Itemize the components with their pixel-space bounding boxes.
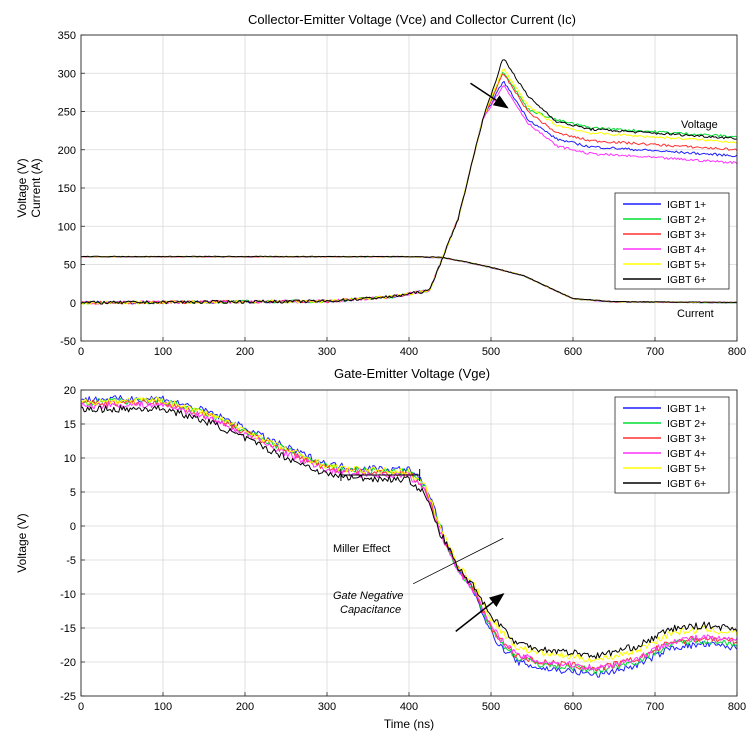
legend-label: IGBT 5+ bbox=[667, 463, 706, 475]
annotation-capacitance: Capacitance bbox=[340, 604, 401, 616]
legend-label: IGBT 6+ bbox=[667, 274, 706, 286]
legend-box bbox=[614, 396, 730, 494]
y-axis-label-bottom: Voltage (V) bbox=[15, 513, 29, 572]
current-trace bbox=[80, 255, 738, 304]
y-tick-label: -10 bbox=[60, 589, 76, 601]
y-tick-label: 150 bbox=[58, 183, 76, 195]
x-tick-label: 200 bbox=[236, 701, 254, 713]
legend-label: IGBT 3+ bbox=[667, 433, 706, 445]
x-tick-label: 800 bbox=[728, 701, 746, 713]
legend-label: IGBT 2+ bbox=[667, 418, 706, 430]
legend-label: IGBT 4+ bbox=[667, 244, 706, 256]
annotations-bottom: Miller Effect Gate Negative Capacitance bbox=[333, 543, 403, 616]
legend-label: IGBT 6+ bbox=[667, 478, 706, 490]
y-tick-label: -20 bbox=[60, 657, 76, 669]
x-tick-label: 400 bbox=[400, 346, 418, 358]
x-tick-label: 600 bbox=[564, 701, 582, 713]
x-tick-label: 800 bbox=[728, 346, 746, 358]
vge-trace bbox=[80, 400, 738, 671]
y-tick-label: 200 bbox=[58, 145, 76, 157]
x-tick-label: 500 bbox=[482, 701, 500, 713]
y-tick-label: 10 bbox=[64, 453, 76, 465]
x-tick-label: 500 bbox=[482, 346, 500, 358]
y-tick-label: -25 bbox=[60, 691, 76, 703]
x-tick-label: 100 bbox=[154, 701, 172, 713]
y-tick-label: 250 bbox=[58, 107, 76, 119]
y-tick-label: -15 bbox=[60, 623, 76, 635]
y-tick-label: 5 bbox=[70, 487, 76, 499]
legend-label: IGBT 3+ bbox=[667, 229, 706, 241]
x-tick-label: 300 bbox=[318, 701, 336, 713]
traces-bottom bbox=[80, 395, 738, 678]
y-tick-label: -5 bbox=[66, 555, 76, 567]
y-tick-label: 15 bbox=[64, 419, 76, 431]
x-tick-label: 700 bbox=[646, 346, 664, 358]
x-tick-label: 300 bbox=[318, 346, 336, 358]
legend-label: IGBT 2+ bbox=[667, 214, 706, 226]
ticks-top: 0 100 200 300 400 500 600 700 800-50050100150200… bbox=[58, 30, 747, 358]
y-tick-label: 350 bbox=[58, 30, 76, 42]
legend-top: IGBT 1+ IGBT 2+ IGBT 3+ IGBT 4+ IGBT 5+ IGBT … bbox=[614, 192, 730, 290]
vge-chart: Gate-Emitter Voltage (Vge) 0 100 200 300 400… bbox=[15, 366, 746, 731]
x-tick-label: 700 bbox=[646, 701, 664, 713]
vge-trace bbox=[80, 396, 738, 663]
y-tick-label: 50 bbox=[64, 260, 76, 272]
chart-title-bottom: Gate-Emitter Voltage (Vge) bbox=[334, 366, 490, 381]
legend-label: IGBT 1+ bbox=[667, 199, 706, 211]
x-tick-label: 0 bbox=[78, 701, 84, 713]
y-tick-label: 20 bbox=[64, 385, 76, 397]
traces-top bbox=[80, 59, 738, 305]
annotation-miller-effect: Miller Effect bbox=[333, 543, 390, 555]
y-tick-label: 300 bbox=[58, 68, 76, 80]
y-axis-label-top-1: Voltage (V) bbox=[15, 158, 29, 217]
y-axis-label-top-2: Current (A) bbox=[29, 158, 43, 217]
voltage-trace bbox=[80, 59, 738, 305]
x-tick-label: 400 bbox=[400, 701, 418, 713]
annotation-voltage: Voltage bbox=[681, 119, 718, 131]
legend-label: IGBT 1+ bbox=[667, 403, 706, 415]
trend-arrow-bottom bbox=[455, 593, 505, 632]
x-tick-label: 0 bbox=[78, 346, 84, 358]
y-tick-label: 0 bbox=[70, 298, 76, 310]
annotation-gate-negative: Gate Negative bbox=[333, 590, 403, 602]
chart-title-top: Collector-Emitter Voltage (Vce) and Coll… bbox=[248, 12, 576, 27]
x-tick-label: 600 bbox=[564, 346, 582, 358]
vge-trace bbox=[80, 404, 738, 660]
x-tick-label: 200 bbox=[236, 346, 254, 358]
y-tick-label: 0 bbox=[70, 521, 76, 533]
legend-bottom: IGBT 1+ IGBT 2+ IGBT 3+ IGBT 4+ IGBT 5+ IGBT … bbox=[614, 396, 730, 494]
legend-box bbox=[614, 192, 730, 290]
leader-line bbox=[412, 537, 504, 585]
x-tick-label: 100 bbox=[154, 346, 172, 358]
x-axis-label-bottom: Time (ns) bbox=[384, 717, 434, 731]
vce-ic-chart: Collector-Emitter Voltage (Vce) and Coll… bbox=[15, 12, 746, 358]
y-tick-label: 100 bbox=[58, 221, 76, 233]
vge-trace bbox=[80, 395, 738, 678]
y-tick-label: -50 bbox=[60, 336, 76, 348]
legend-label: IGBT 4+ bbox=[667, 448, 706, 460]
ticks-bottom: 0 100 200 300 400 500 600 700 800 -25 -20 -15 -10 -5 0… bbox=[60, 385, 746, 713]
annotation-current: Current bbox=[677, 308, 714, 320]
trend-arrow-top bbox=[470, 82, 509, 109]
legend-label: IGBT 5+ bbox=[667, 259, 706, 271]
